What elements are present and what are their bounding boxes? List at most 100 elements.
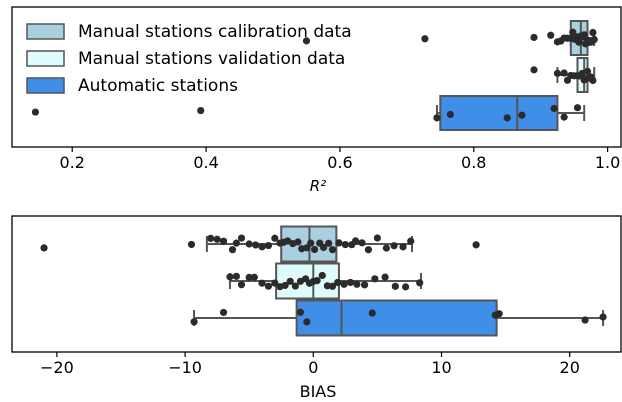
box-iqr <box>439 95 559 131</box>
x-tick-label: −10 <box>168 358 202 377</box>
x-axis-label: R² <box>310 177 326 195</box>
data-point <box>264 241 273 250</box>
data-point <box>207 234 215 243</box>
data-point <box>303 318 311 326</box>
data-point <box>550 104 558 113</box>
data-point <box>258 279 266 287</box>
data-point <box>495 310 503 318</box>
legend-label: Automatic stations <box>78 76 238 96</box>
data-point <box>352 237 360 245</box>
data-point <box>226 273 234 281</box>
x-tick-label: 0.4 <box>193 153 218 172</box>
data-point <box>391 282 399 290</box>
x-axis-label: BIAS <box>300 382 337 401</box>
data-point <box>382 244 390 252</box>
data-point <box>589 28 597 37</box>
data-point <box>310 245 319 254</box>
legend-label: Manual stations validation data <box>78 49 345 69</box>
data-point <box>340 280 348 288</box>
data-point <box>335 239 343 247</box>
data-point <box>580 31 588 39</box>
data-point <box>503 114 511 122</box>
data-point <box>328 246 337 254</box>
x-tick-label: 0.6 <box>327 153 352 172</box>
data-point <box>286 277 294 285</box>
data-point <box>569 28 577 36</box>
x-tick-label: 0.2 <box>60 153 85 172</box>
data-point <box>518 111 526 119</box>
data-point <box>530 66 538 74</box>
data-point <box>416 279 424 287</box>
data-point <box>307 239 315 247</box>
data-point <box>325 239 333 247</box>
data-point <box>446 110 454 119</box>
data-point <box>358 239 366 247</box>
data-point <box>553 69 562 77</box>
axes-frame <box>11 215 622 353</box>
data-point <box>219 308 228 317</box>
r2-boxplot-panel: 0.2 0.4 0.6 0.8 1.0 R² Manual stations calibra… <box>11 6 622 195</box>
data-point <box>190 318 198 326</box>
box-iqr <box>295 299 498 337</box>
data-point <box>589 76 597 85</box>
data-point <box>599 313 607 321</box>
data-point <box>40 244 48 252</box>
data-point <box>232 272 240 280</box>
data-point <box>402 283 410 291</box>
data-point <box>346 278 355 287</box>
data-point <box>373 234 381 242</box>
legend-swatch <box>26 77 65 94</box>
x-tick-label: 10 <box>431 358 451 377</box>
data-point <box>245 240 253 248</box>
data-point <box>353 280 361 288</box>
data-point <box>371 275 379 283</box>
data-point <box>368 309 376 317</box>
data-point <box>547 31 555 39</box>
data-point <box>334 278 342 287</box>
data-point <box>264 282 273 290</box>
legend-label: Manual stations calibration data <box>78 22 352 42</box>
data-point <box>360 281 369 289</box>
data-point <box>213 235 221 243</box>
data-point <box>421 35 429 43</box>
data-point <box>530 33 538 42</box>
data-point <box>228 246 237 254</box>
data-point <box>381 273 389 281</box>
data-point <box>433 114 441 122</box>
data-point <box>294 238 302 246</box>
data-point <box>341 240 349 249</box>
data-point <box>232 239 240 247</box>
legend-swatch <box>26 23 65 40</box>
x-tick-label: 0.8 <box>461 153 486 172</box>
data-point <box>258 243 266 251</box>
data-point <box>281 281 289 290</box>
data-point <box>319 243 328 252</box>
x-tick-label: −20 <box>40 358 74 377</box>
data-point <box>575 38 583 46</box>
data-point <box>399 243 407 251</box>
data-point <box>237 234 246 242</box>
data-point <box>302 37 311 45</box>
data-point <box>271 234 279 242</box>
data-point <box>245 273 253 281</box>
data-point <box>328 282 337 290</box>
data-point <box>581 316 589 324</box>
data-point <box>560 113 568 121</box>
data-point <box>296 308 305 316</box>
x-tick-label: 1.0 <box>595 153 620 172</box>
data-point <box>252 241 260 249</box>
data-point <box>573 104 582 112</box>
x-tick-label: 0 <box>308 358 318 377</box>
data-point <box>250 273 258 281</box>
data-point <box>271 279 279 287</box>
data-point <box>187 240 196 249</box>
data-point <box>219 237 228 245</box>
data-point <box>583 67 592 75</box>
data-point <box>472 241 480 249</box>
data-point <box>590 35 598 44</box>
data-point <box>237 281 246 289</box>
data-point <box>390 242 398 250</box>
legend-swatch <box>26 50 65 67</box>
bias-boxplot-panel: −20 −10 0 10 20 BIAS <box>11 215 622 401</box>
